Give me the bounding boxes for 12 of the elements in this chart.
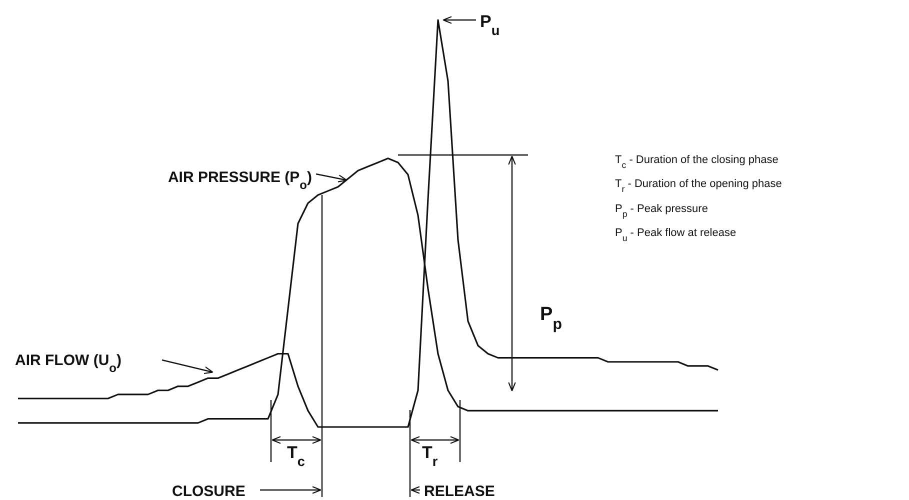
- annotation: T$_{c}$ - Duration of the closing phase: [615, 154, 778, 170]
- series-label: AIR FLOW (U$_{o}$): [15, 352, 122, 375]
- text: RELEASE: [424, 483, 495, 500]
- text: CLOSURE: [172, 483, 246, 500]
- legend-label: AIR PRESSURE (P$_{o}$): [168, 169, 312, 192]
- annotation: P$_{p}$: [540, 304, 562, 332]
- text: T$_{r}$: [422, 443, 438, 468]
- annotation: P$_{u}$ - Peak flow at release: [615, 227, 736, 243]
- text: T$_{c}$: [287, 443, 306, 468]
- annotation: T$_{r}$ - Duration of the opening phase: [615, 178, 782, 194]
- annotation: P$_{u}$: [480, 12, 500, 38]
- annotation: P$_{p}$ - Peak pressure: [615, 203, 708, 219]
